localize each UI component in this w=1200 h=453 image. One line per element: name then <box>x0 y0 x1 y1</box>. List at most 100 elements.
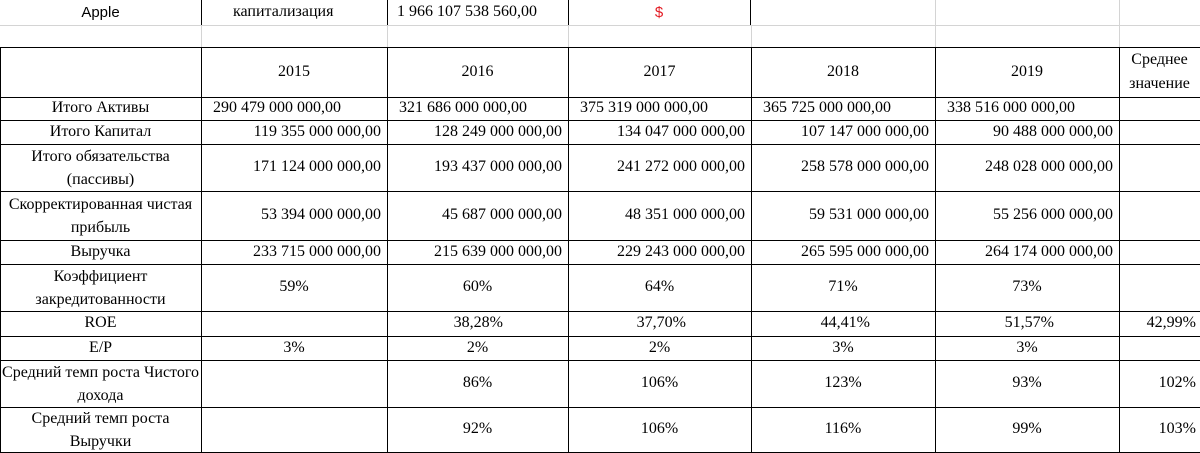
grid-line <box>201 0 202 25</box>
value-cell[interactable]: 59% <box>279 278 309 296</box>
grid-line <box>0 144 1200 145</box>
value-cell[interactable] <box>201 311 387 336</box>
row-label[interactable]: Итого Капитал <box>49 122 152 140</box>
row-label[interactable]: Выручка <box>70 242 131 260</box>
row-label[interactable]: Средний темп роста Чистого дохода <box>2 363 199 404</box>
value-cell[interactable]: 233 715 000 000,00 <box>253 242 381 260</box>
value-cell[interactable]: 123% <box>824 374 862 392</box>
grid-line <box>0 191 1200 192</box>
year-header-2016[interactable]: 2016 <box>461 62 494 80</box>
row-label[interactable]: Итого Активы <box>51 99 150 117</box>
value-cell[interactable]: 107 147 000 000,00 <box>801 122 929 140</box>
avg-cell[interactable]: 103% <box>1158 420 1196 438</box>
avg-header-cell[interactable]: Среднее значение <box>1129 51 1190 92</box>
grid-line <box>0 47 1 452</box>
value-cell[interactable]: 2% <box>466 338 489 356</box>
grid-line <box>0 97 1200 98</box>
cap-value-cell[interactable]: 1 966 107 538 560,00 <box>397 3 537 21</box>
year-header-2017[interactable]: 2017 <box>643 62 676 80</box>
avg-cell[interactable] <box>1119 120 1200 144</box>
value-cell[interactable]: 171 124 000 000,00 <box>253 158 381 176</box>
value-cell[interactable]: 51,57% <box>1004 314 1054 332</box>
value-cell[interactable]: 375 319 000 000,00 <box>580 99 708 117</box>
value-cell[interactable]: 193 437 000 000,00 <box>434 158 562 176</box>
value-cell[interactable]: 44,41% <box>820 314 870 332</box>
avg-cell[interactable]: 42,99% <box>1146 314 1196 332</box>
value-cell[interactable]: 99% <box>1012 420 1042 438</box>
avg-cell[interactable] <box>1119 264 1200 311</box>
value-cell[interactable]: 38,28% <box>453 314 503 332</box>
value-cell[interactable]: 45 687 000 000,00 <box>442 206 562 224</box>
avg-cell[interactable]: 102% <box>1158 374 1196 392</box>
value-cell[interactable]: 53 394 000 000,00 <box>261 206 381 224</box>
grid-line <box>387 26 388 47</box>
value-cell[interactable]: 48 351 000 000,00 <box>625 206 745 224</box>
value-cell[interactable]: 59 531 000 000,00 <box>809 206 929 224</box>
grid-line <box>750 0 751 25</box>
cap-label-cell[interactable]: капитализация <box>233 3 334 21</box>
grid-line <box>568 0 569 25</box>
grid-line <box>935 0 936 25</box>
value-cell[interactable]: 248 028 000 000,00 <box>985 158 1113 176</box>
value-cell[interactable]: 265 595 000 000,00 <box>801 242 929 260</box>
value-cell[interactable] <box>201 360 387 407</box>
value-cell[interactable]: 229 243 000 000,00 <box>617 242 745 260</box>
currency-cell[interactable]: $ <box>654 3 664 21</box>
value-cell[interactable]: 134 047 000 000,00 <box>617 122 745 140</box>
grid-line <box>0 407 1200 408</box>
avg-cell[interactable] <box>1119 336 1200 360</box>
value-cell[interactable]: 264 174 000 000,00 <box>985 242 1113 260</box>
avg-cell[interactable] <box>1119 240 1200 264</box>
row-label[interactable]: Итого обязательства (пассивы) <box>31 147 170 188</box>
row-label[interactable]: ROE <box>84 314 117 332</box>
value-cell[interactable]: 71% <box>828 278 858 296</box>
grid-line <box>0 47 1200 48</box>
value-cell[interactable]: 2% <box>648 338 671 356</box>
grid-line <box>0 120 1200 121</box>
row-label[interactable]: Скорректированная чистая прибыль <box>8 195 193 236</box>
avg-cell[interactable] <box>1119 144 1200 191</box>
row-label[interactable]: Средний темп роста Выручки <box>31 409 170 450</box>
value-cell[interactable]: 64% <box>644 278 675 296</box>
row-label[interactable]: Коэффициент закредитованности <box>35 267 166 308</box>
grid-line <box>0 264 1200 265</box>
grid-line <box>201 26 202 47</box>
year-header-2015[interactable]: 2015 <box>278 62 310 80</box>
grid-line <box>0 360 1200 361</box>
value-cell[interactable]: 106% <box>640 420 679 438</box>
grid-line <box>751 47 752 452</box>
value-cell[interactable]: 116% <box>824 420 862 438</box>
value-cell[interactable]: 86% <box>462 374 493 392</box>
value-cell[interactable]: 3% <box>832 338 854 356</box>
value-cell[interactable]: 3% <box>1016 338 1038 356</box>
value-cell[interactable]: 258 578 000 000,00 <box>801 158 929 176</box>
value-cell[interactable]: 128 249 000 000,00 <box>434 122 562 140</box>
year-header-2018[interactable]: 2018 <box>827 62 859 80</box>
value-cell[interactable]: 55 256 000 000,00 <box>993 206 1113 224</box>
value-cell[interactable]: 92% <box>462 420 493 438</box>
grid-line <box>1119 0 1120 25</box>
value-cell[interactable]: 73% <box>1012 278 1042 296</box>
grid-line <box>387 0 388 25</box>
avg-cell[interactable] <box>1119 97 1200 120</box>
value-cell[interactable]: 290 479 000 000,00 <box>213 99 341 117</box>
value-cell[interactable]: 321 686 000 000,00 <box>399 99 527 117</box>
value-cell[interactable]: 3% <box>283 338 305 356</box>
value-cell[interactable] <box>201 407 387 452</box>
value-cell[interactable]: 90 488 000 000,00 <box>993 122 1113 140</box>
value-cell[interactable]: 215 639 000 000,00 <box>434 242 562 260</box>
year-header-2019[interactable]: 2019 <box>1011 62 1043 80</box>
value-cell[interactable]: 338 516 000 000,00 <box>947 99 1075 117</box>
value-cell[interactable]: 106% <box>640 374 679 392</box>
value-cell[interactable]: 60% <box>462 278 493 296</box>
value-cell[interactable]: 93% <box>1012 374 1042 392</box>
value-cell[interactable]: 365 725 000 000,00 <box>763 99 891 117</box>
grid-line <box>1119 47 1120 452</box>
value-cell[interactable]: 119 355 000 000,00 <box>253 122 381 140</box>
company-cell[interactable]: Apple <box>81 3 120 21</box>
avg-cell[interactable] <box>1119 191 1200 240</box>
row-label[interactable]: E/P <box>88 338 113 356</box>
value-cell[interactable]: 241 272 000 000,00 <box>617 158 745 176</box>
value-cell[interactable]: 37,70% <box>636 314 686 332</box>
